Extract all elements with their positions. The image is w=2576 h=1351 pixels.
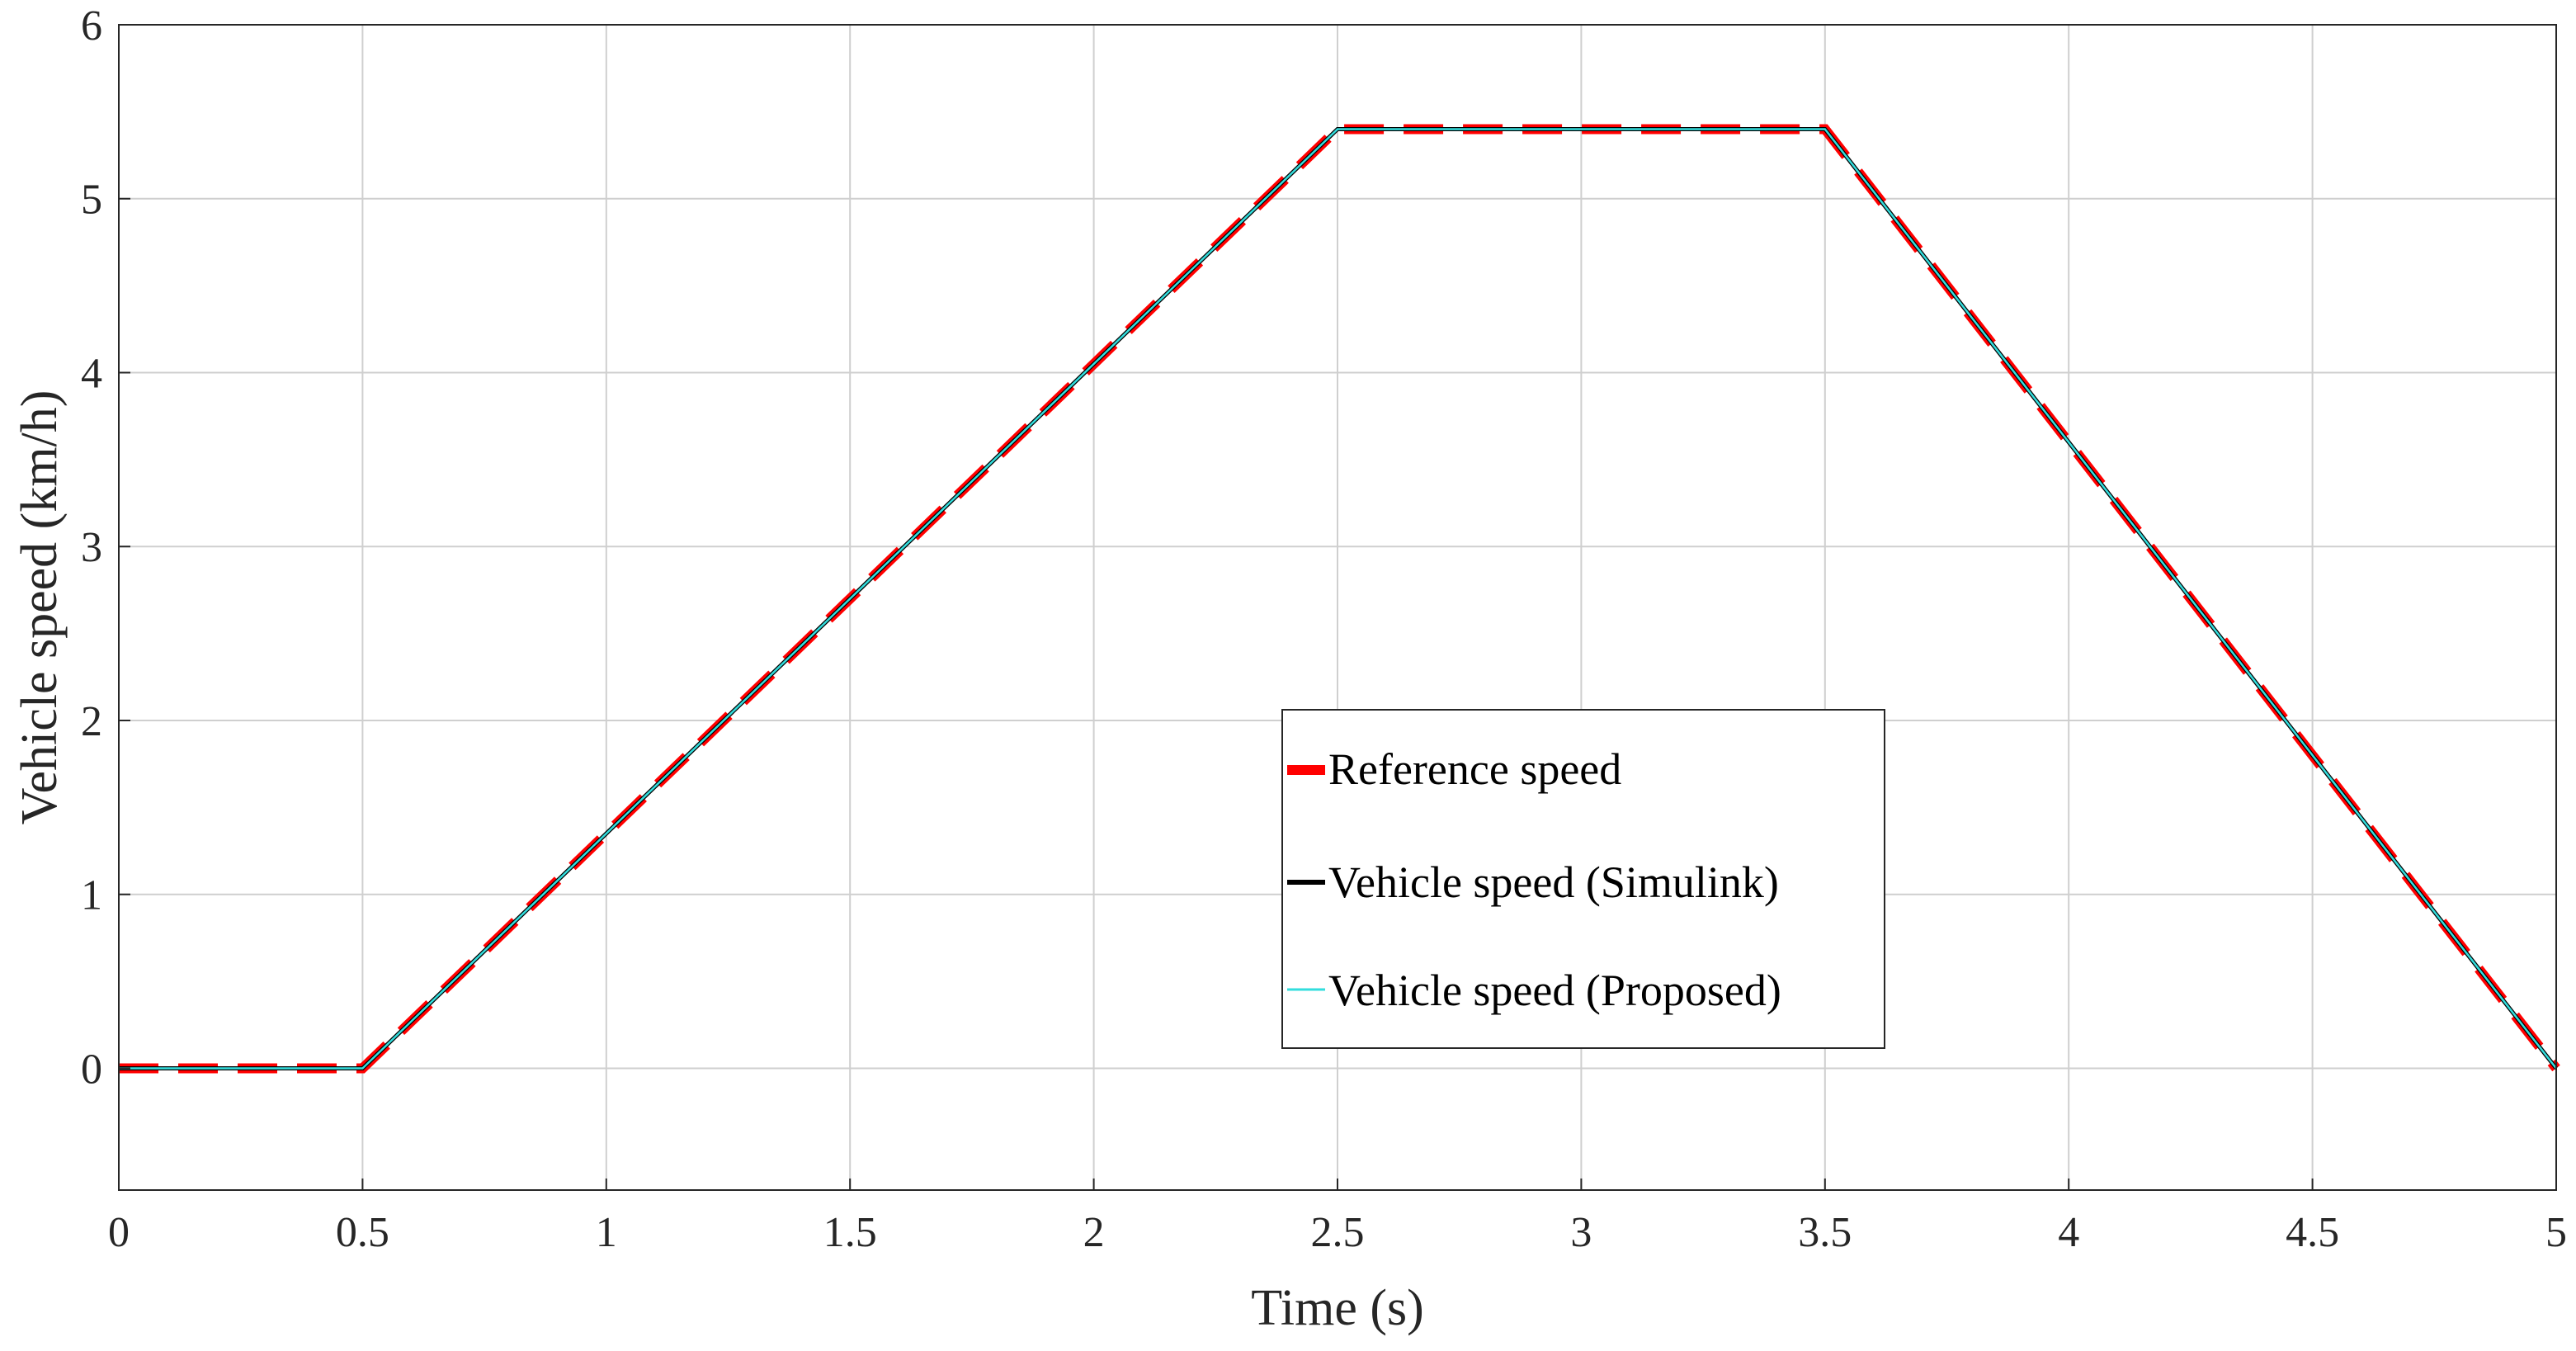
y-tick-label: 4 xyxy=(81,350,102,397)
x-tick-label: 3 xyxy=(1570,1209,1592,1256)
x-tick-label: 4 xyxy=(2058,1209,2079,1256)
series-lines xyxy=(119,124,2560,1074)
y-tick-label: 6 xyxy=(81,2,102,50)
x-tick-label: 1.5 xyxy=(823,1209,877,1256)
x-tick-label: 3.5 xyxy=(1798,1209,1852,1256)
x-tick-label: 2.5 xyxy=(1311,1209,1365,1256)
tick-labels: 0 0.5 1 1.5 2 2.5 3 3.5 4 4.5 5 0 1 2 3 4 5 6 xyxy=(81,2,2567,1256)
y-tick-label: 3 xyxy=(81,524,102,571)
x-axis-label: Time (s) xyxy=(1251,1280,1424,1336)
x-tick-label: 2 xyxy=(1083,1209,1105,1256)
legend-box xyxy=(1281,709,1885,1049)
y-tick-label: 1 xyxy=(81,872,102,919)
y-tick-label: 2 xyxy=(81,698,102,745)
y-tick-label: 5 xyxy=(81,177,102,224)
x-tick-label: 4.5 xyxy=(2286,1209,2339,1256)
legend: Reference speed Vehicle speed (Simulink)… xyxy=(1281,709,1885,1049)
x-tick-label: 0 xyxy=(108,1209,130,1256)
legend-label-reference: Reference speed xyxy=(1328,744,1621,794)
legend-label-proposed: Vehicle speed (Proposed) xyxy=(1328,966,1781,1015)
y-tick-label: 0 xyxy=(81,1046,102,1093)
x-tick-label: 1 xyxy=(596,1209,617,1256)
x-tick-label: 0.5 xyxy=(336,1209,389,1256)
legend-label-simulink: Vehicle speed (Simulink) xyxy=(1328,857,1779,907)
series-line-vehicle-speed-proposed xyxy=(119,128,2557,1070)
x-tick-label: 5 xyxy=(2545,1209,2567,1256)
y-axis-label: Vehicle speed (km/h) xyxy=(12,390,68,825)
